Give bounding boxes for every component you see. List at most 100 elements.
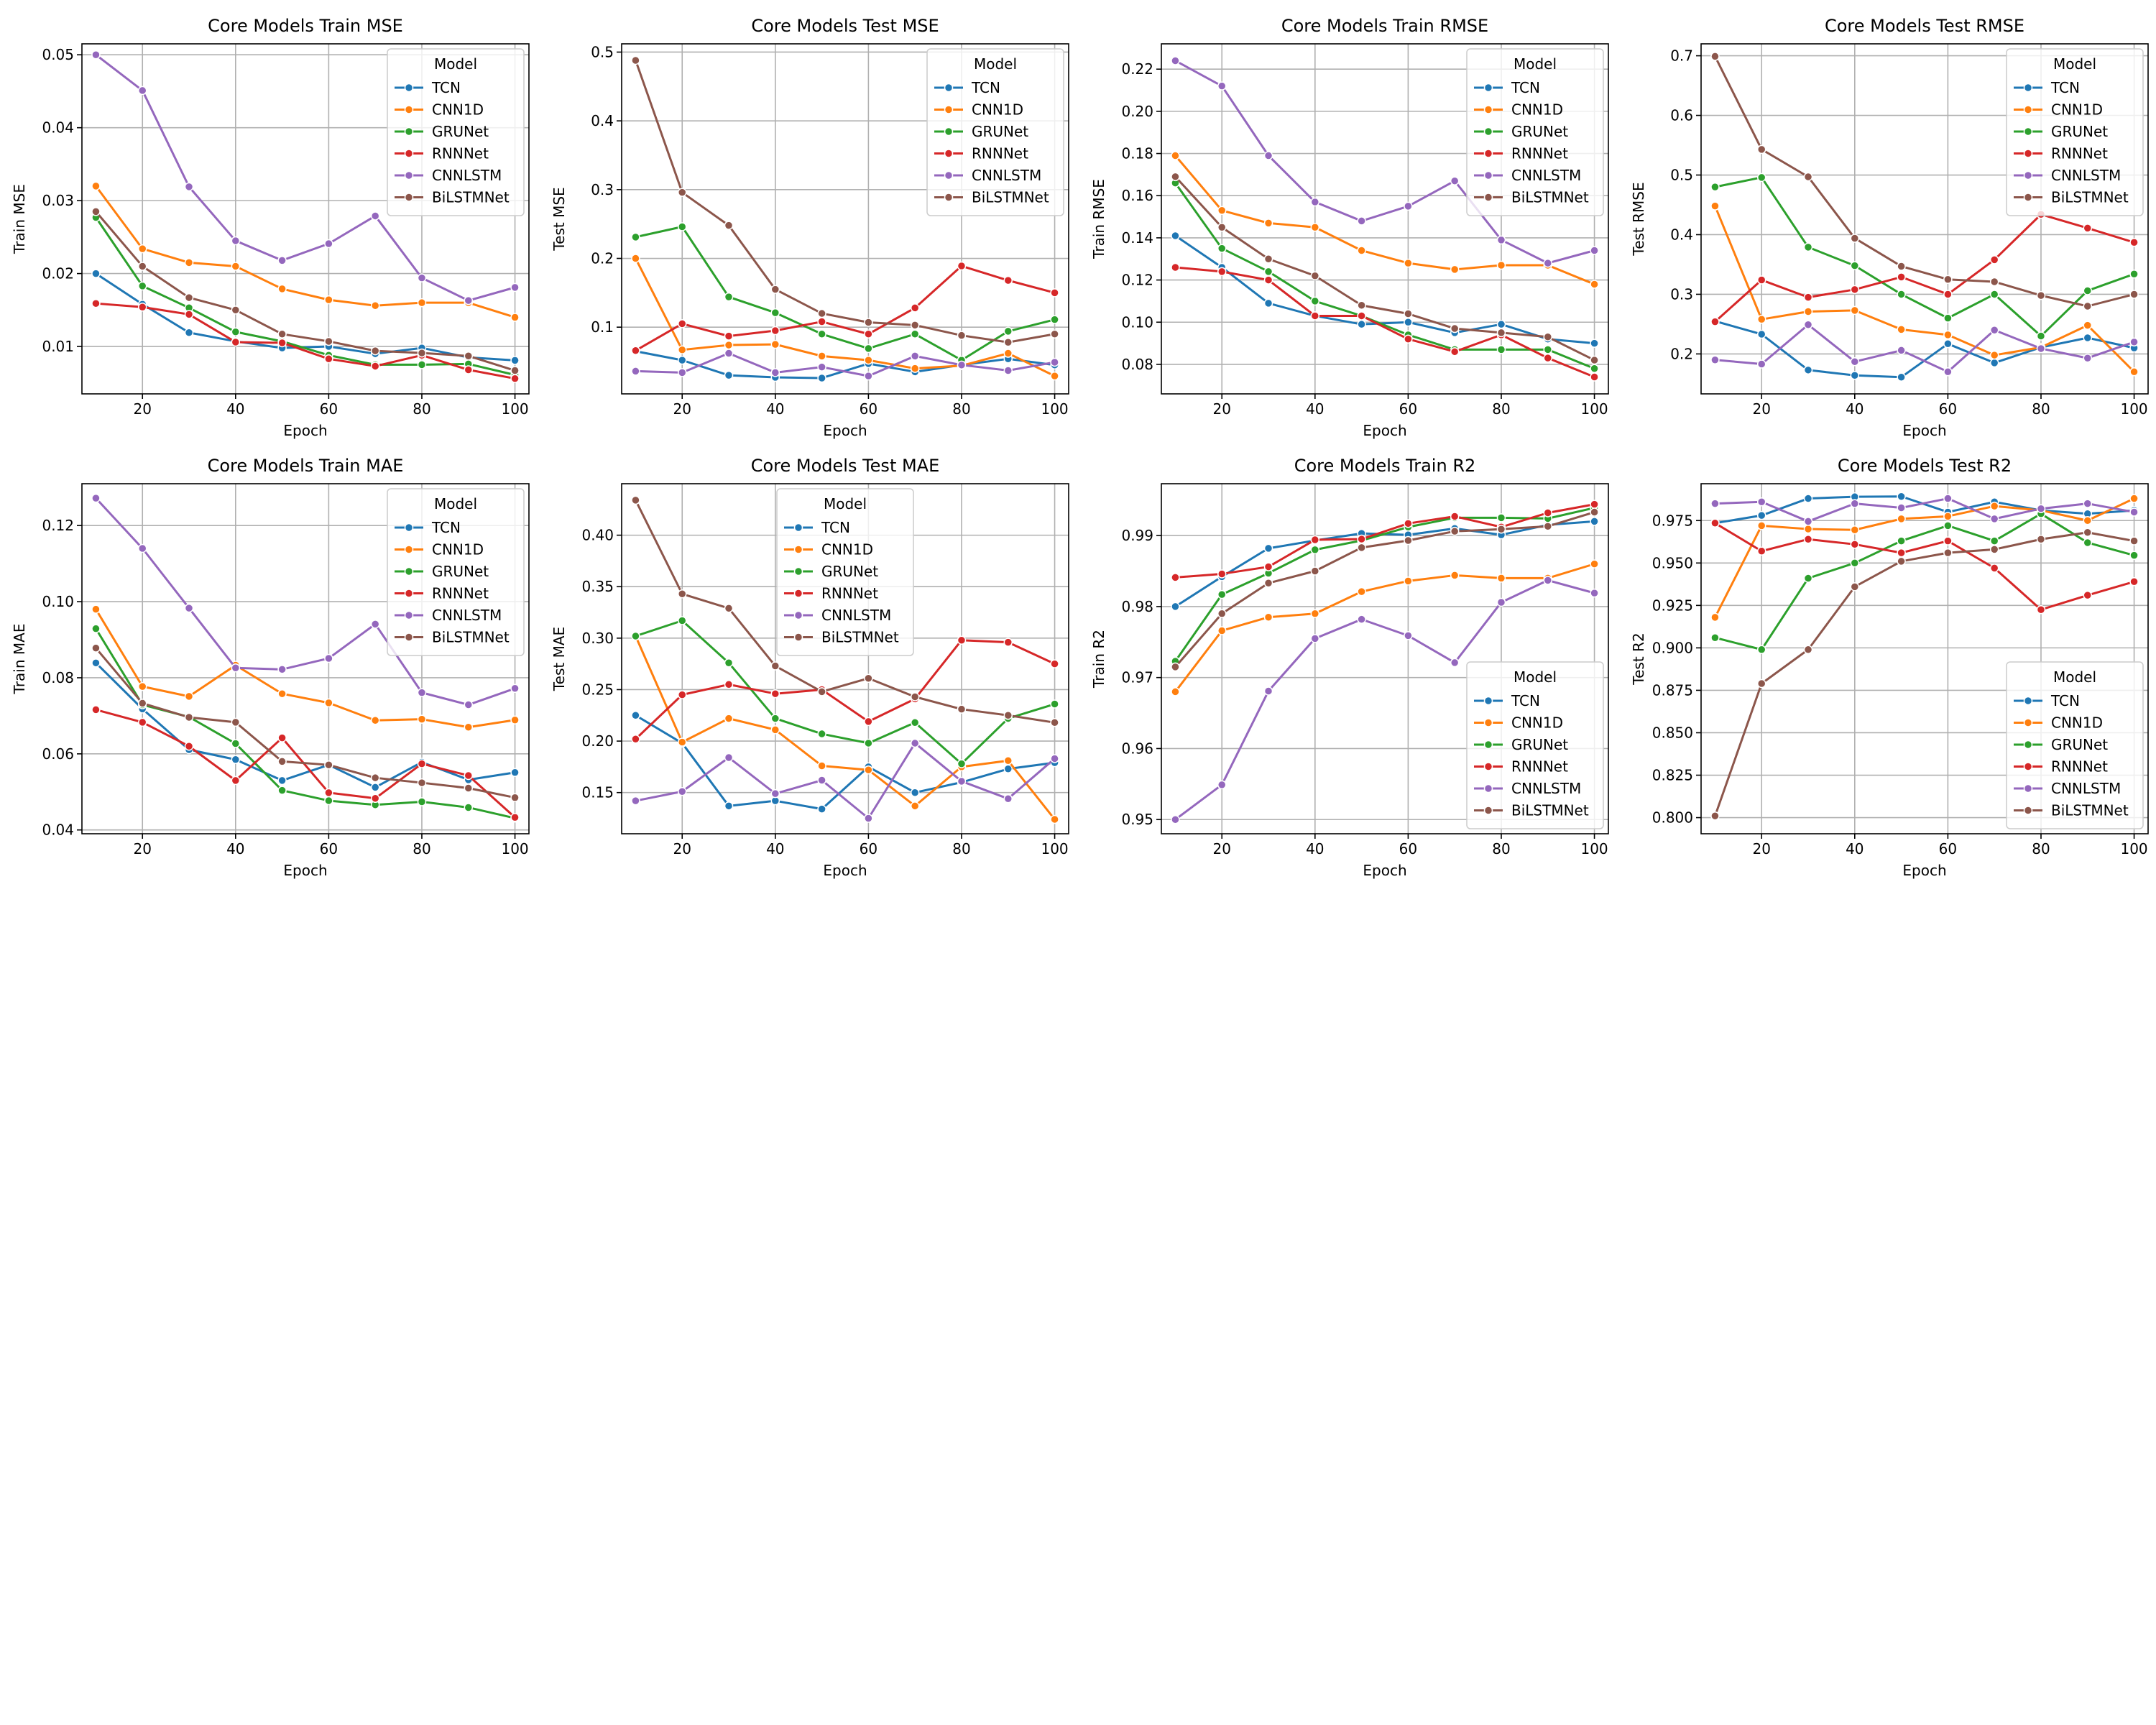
data-point-cnnlstm — [724, 349, 734, 358]
data-point-bilstmnet — [2129, 536, 2139, 546]
legend-entry-cnnlstm: CNNLSTM — [2051, 167, 2121, 184]
data-point-tcn — [1404, 318, 1413, 327]
series-line-rnnnet — [96, 708, 516, 819]
y-tick-label: 0.850 — [1652, 724, 1693, 741]
data-point-cnnlstm — [1171, 814, 1180, 824]
data-point-rnnnet — [324, 354, 333, 364]
data-point-cnn1d — [417, 298, 427, 308]
y-tick-label: 0.1 — [591, 318, 614, 336]
data-point-grunet — [864, 738, 873, 748]
data-point-cnn1d — [724, 340, 734, 350]
y-tick-label: 0.6 — [1670, 107, 1693, 124]
data-point-cnn1d — [137, 681, 147, 691]
data-point-grunet — [2129, 269, 2139, 279]
series-line-bilstmnet — [1714, 531, 2134, 816]
data-point-grunet — [1989, 290, 1999, 299]
data-point-tcn — [370, 783, 380, 792]
data-point-rnnnet — [1590, 372, 1599, 382]
chart-title: Core Models Test RMSE — [1825, 16, 2024, 36]
y-tick-label: 0.15 — [581, 784, 614, 801]
data-point-bilstmnet — [1310, 271, 1320, 280]
legend-title: Model — [2053, 55, 2096, 73]
legend-swatch-marker — [2023, 806, 2033, 815]
x-tick-label: 80 — [1492, 840, 1510, 857]
data-point-cnnlstm — [2036, 504, 2046, 513]
data-point-bilstmnet — [1756, 678, 1766, 689]
data-point-rnnnet — [2036, 604, 2046, 615]
data-point-cnn1d — [724, 714, 734, 723]
data-point-bilstmnet — [1050, 329, 1059, 339]
data-point-cnnlstm — [1590, 588, 1599, 598]
data-point-grunet — [231, 327, 241, 337]
y-tick-label: 0.35 — [581, 578, 614, 595]
legend-entry-bilstmnet: BiLSTMNet — [432, 629, 510, 646]
legend-entry-tcn: TCN — [2050, 79, 2080, 96]
data-point-rnnnet — [1263, 275, 1273, 285]
data-point-cnnlstm — [910, 738, 920, 748]
data-point-bilstmnet — [2036, 534, 2046, 544]
data-point-cnn1d — [1989, 501, 1999, 511]
legend-swatch-marker — [404, 83, 414, 93]
legend-entry-tcn: TCN — [1511, 79, 1540, 96]
data-point-rnnnet — [1850, 285, 1860, 295]
legend-swatch-marker — [793, 632, 803, 642]
data-point-grunet — [91, 624, 101, 633]
data-point-cnnlstm — [91, 50, 101, 60]
data-point-rnnnet — [2129, 238, 2139, 247]
x-tick-label: 80 — [952, 840, 970, 857]
data-point-rnnnet — [1450, 512, 1460, 521]
legend-entry-cnn1d: CNN1D — [432, 541, 484, 558]
data-point-grunet — [137, 281, 147, 291]
data-point-tcn — [1756, 510, 1766, 520]
data-point-bilstmnet — [1496, 328, 1506, 338]
data-point-grunet — [2129, 551, 2139, 560]
series-line-cnnlstm — [1174, 579, 1595, 821]
data-point-rnnnet — [770, 326, 780, 336]
data-point-grunet — [1003, 326, 1013, 336]
data-point-rnnnet — [1450, 347, 1460, 356]
data-point-grunet — [1897, 536, 1906, 546]
y-tick-label: 0.30 — [581, 630, 614, 647]
y-axis-label: Train R2 — [1090, 630, 1107, 689]
data-point-cnn1d — [1050, 371, 1059, 381]
data-point-bilstmnet — [231, 305, 241, 315]
data-point-bilstmnet — [324, 336, 333, 346]
data-point-rnnnet — [1897, 548, 1906, 558]
data-point-cnn1d — [2129, 367, 2139, 377]
data-point-bilstmnet — [1710, 52, 1720, 61]
data-point-tcn — [1590, 517, 1599, 526]
legend-swatch-marker — [404, 632, 414, 642]
legend-entry-bilstmnet: BiLSTMNet — [821, 629, 899, 646]
data-point-rnnnet — [1543, 508, 1553, 518]
y-axis-label: Test R2 — [1630, 632, 1647, 685]
series-line-grunet — [1715, 512, 2134, 651]
series-line-grunet — [635, 226, 1055, 362]
legend: Model TCN CNN1D GRUNet RNNNet CNNLSTM BiLSTMNe… — [387, 48, 525, 216]
legend-box — [2006, 48, 2144, 216]
data-point-cnn1d — [1803, 524, 1813, 534]
y-tick-label: 0.3 — [591, 181, 614, 198]
data-point-tcn — [1803, 494, 1813, 503]
data-point-cnnlstm — [1357, 216, 1366, 226]
series-line-cnn1d — [635, 635, 1056, 820]
data-point-bilstmnet — [1590, 507, 1599, 517]
data-point-cnnlstm — [1171, 56, 1180, 65]
y-tick-label: 0.02 — [42, 265, 74, 282]
data-point-rnnnet — [1756, 546, 1766, 556]
data-point-cnn1d — [1943, 330, 1953, 340]
y-tick-label: 0.97 — [1121, 669, 1153, 686]
data-point-cnn1d — [677, 737, 687, 747]
data-point-cnnlstm — [1450, 658, 1460, 668]
y-tick-label: 0.3 — [1670, 285, 1693, 303]
legend-title: Model — [2053, 668, 2096, 686]
legend-swatch-marker — [404, 610, 414, 620]
data-point-rnnnet — [770, 689, 780, 699]
data-point-cnn1d — [1217, 626, 1227, 635]
data-point-rnnnet — [677, 690, 687, 699]
legend-swatch-marker — [944, 126, 954, 137]
data-point-rnnnet — [1803, 293, 1813, 302]
data-point-cnnlstm — [864, 814, 873, 823]
data-point-rnnnet — [1357, 534, 1366, 544]
data-point-tcn — [2083, 333, 2093, 343]
